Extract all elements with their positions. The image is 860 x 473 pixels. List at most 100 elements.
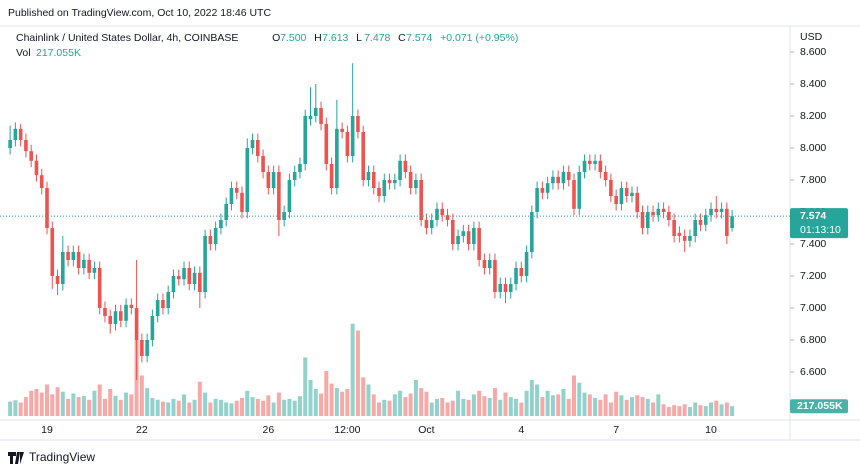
candle-body [725,208,729,236]
volume-bar [608,402,613,416]
candle-body [129,304,134,308]
candle-body [466,231,471,244]
volume-bar [218,399,223,416]
volume-bar [160,401,165,416]
candle-body [424,220,429,228]
volume-bar [392,394,397,416]
volume-bar [87,399,92,416]
volume-bar [261,400,266,416]
volume-bar [419,388,424,416]
last-price-box [790,208,848,239]
volume-bar [102,398,107,416]
candle-body [166,292,171,308]
candle-body [472,228,476,244]
volume-bar [377,402,382,416]
volume-bar [661,404,666,416]
candle-body [493,260,497,292]
candle-body [603,172,608,180]
volume-bar [313,389,318,416]
volume-bar [224,402,229,416]
candle-body [572,180,576,209]
volume-bar [482,396,487,416]
volume-bar [340,391,345,416]
volume-bar [213,398,218,416]
volume-bar [50,394,55,416]
volume-bar [129,394,134,416]
candle-body [103,308,107,316]
volume-bar [429,402,434,416]
candle-body [582,160,587,172]
candle-body [87,260,91,273]
volume-bar [139,375,144,416]
last-price-label: 7.574 [800,210,826,222]
candle-body [435,208,439,220]
candle-body [155,300,160,316]
volume-bar [124,392,129,416]
volume-bar [171,398,176,416]
volume-bar [593,398,598,416]
volume-bar [682,404,687,416]
candle-body [698,220,703,225]
volume-bar [150,398,155,416]
candle-body [450,220,455,244]
volume-axis-label: 217.055K [797,400,843,412]
volume-bar [550,395,555,416]
volume-bar [572,375,576,416]
volume-bar [60,391,65,416]
candle-body [561,172,566,184]
candle-body [645,212,650,228]
candle-body [198,272,202,292]
candle-body [292,172,297,180]
candle-body [693,220,698,236]
candle-body [18,128,23,140]
volume-bar [514,398,519,416]
volume-bar [187,402,192,416]
candle-body [508,284,513,292]
candle-body [609,180,613,196]
volume-bar [413,380,418,416]
volume-bar [561,389,566,416]
volume-bar [640,397,645,416]
volume-bar [387,400,392,416]
y-tick-label: 8.600 [800,46,826,58]
candle-body [55,276,60,284]
candle-body [461,231,466,236]
candle-body [566,172,571,180]
volume-bar [619,395,624,416]
volume-bar [492,388,497,416]
candle-body [113,311,118,324]
candle-body [371,172,376,188]
volume-bar [292,400,297,416]
volume-bar [34,389,39,416]
footer-brand: TradingView [29,450,95,464]
volume-bar [698,405,703,416]
volume-bar [366,384,371,416]
volume-bar [635,395,640,416]
candle-body [124,304,128,321]
candle-body [672,220,676,236]
candle-body [661,208,666,212]
volume-bar [229,403,234,416]
candle-body [266,172,271,188]
x-tick-label: 19 [41,424,53,436]
volume-bar [666,407,671,416]
volume-bar [29,390,34,416]
volume-bar [92,390,97,416]
candle-body [313,108,318,116]
candle-body [477,228,481,260]
volume-bar [382,399,387,416]
candle-body [208,236,213,244]
candle-body [640,212,645,228]
candle-body [145,340,149,356]
volume-bar [403,397,408,416]
candle-body [256,140,260,156]
volume-bar [176,400,181,416]
volume-bar [687,407,692,416]
candle-body [535,188,539,212]
volume-bar [66,398,71,416]
candle-body [250,140,255,148]
candle-body [588,160,592,164]
candle-body [187,268,192,284]
candle-body [8,140,12,148]
